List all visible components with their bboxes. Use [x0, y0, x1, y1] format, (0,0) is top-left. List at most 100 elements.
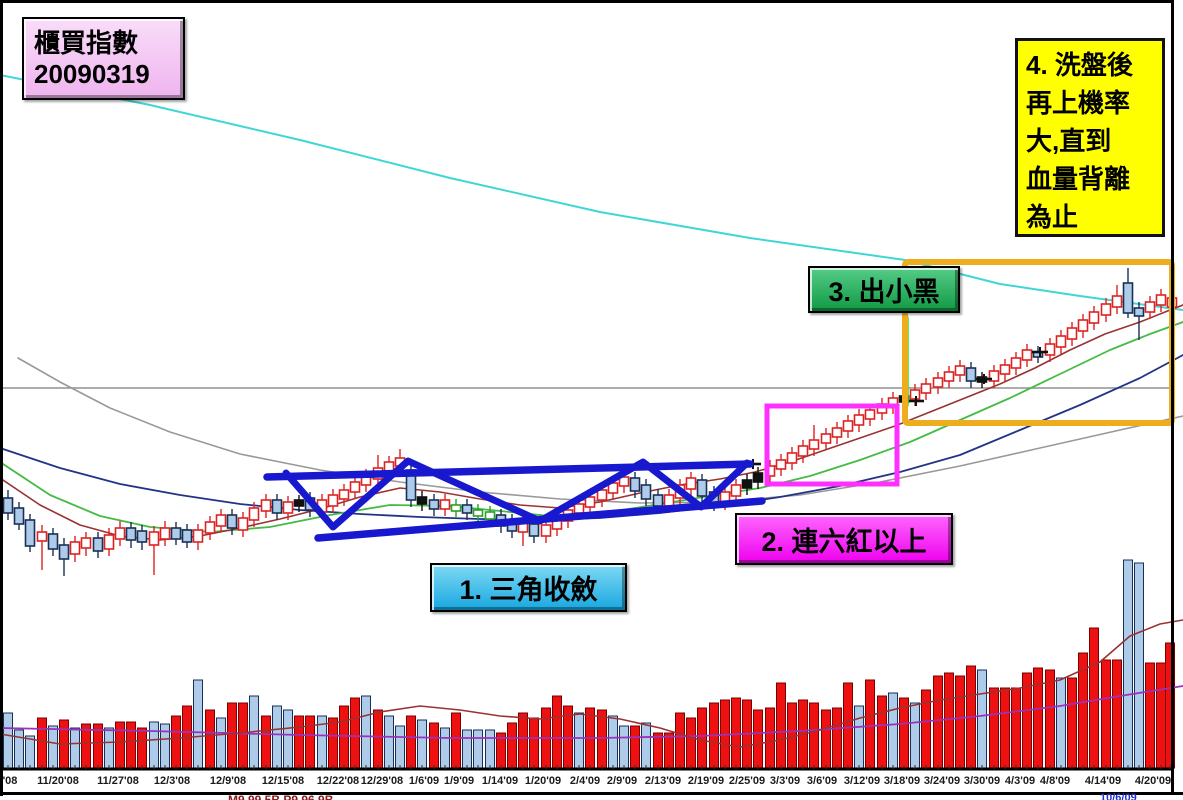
volume-bar: [373, 709, 383, 769]
candle-body: [786, 452, 798, 464]
volume-bar: [977, 669, 987, 769]
candle-body: [730, 484, 742, 497]
volume-bar: [843, 682, 853, 769]
candle-body: [820, 433, 832, 444]
volume-bar: [1145, 662, 1155, 769]
candle-body: [842, 420, 854, 432]
volume-bar: [518, 712, 528, 769]
volume-bar: [955, 675, 965, 769]
magenta-highlight-rect: [764, 403, 900, 487]
candle-body: [260, 499, 272, 512]
volume-bar: [384, 715, 394, 769]
volume-bar: [339, 705, 349, 769]
volume-bar: [641, 722, 651, 769]
volume-ma-lines: [0, 619, 1183, 748]
volume-bar: [205, 709, 215, 769]
volume-bar: [283, 709, 293, 769]
volume-bar: [507, 722, 517, 769]
candle-body: [775, 459, 787, 470]
volume-bar: [765, 707, 775, 769]
volume-bar: [619, 725, 629, 769]
volume-bar: [821, 709, 831, 769]
volume-bar: [485, 729, 495, 769]
volume-bar: [552, 695, 562, 769]
candle-body: [629, 477, 641, 492]
callout-4-line: 再上機率: [1026, 88, 1131, 118]
volume-bar: [1000, 687, 1010, 769]
candle-body: [2, 497, 14, 514]
chart-title-name: 櫃買指數: [34, 27, 139, 58]
volume-bar: [48, 725, 58, 769]
volume-bar: [989, 687, 999, 769]
corner-date-text: 10/6/09: [1100, 792, 1137, 800]
callout-4-line: 4. 洗盤後: [1026, 50, 1133, 80]
volume-bar: [865, 679, 875, 769]
candle-body: [204, 521, 216, 534]
x-axis: [3, 765, 1171, 771]
candle-body: [103, 534, 115, 550]
volume-bar: [877, 695, 887, 769]
candle-body: [663, 494, 675, 507]
candle-body: [932, 377, 944, 388]
volume-bar: [440, 727, 450, 769]
callout-4-line: 為止: [1026, 202, 1079, 232]
candle-body: [528, 523, 540, 537]
candle-body: [282, 501, 294, 514]
candle-body: [1077, 319, 1089, 332]
volume-bar: [429, 722, 439, 769]
volume-bar: [933, 675, 943, 769]
candle-body: [136, 530, 148, 543]
frame-left: [0, 0, 3, 796]
volume-bar: [473, 729, 483, 769]
volume-bar: [115, 721, 125, 769]
callout-3-label: 3. 出小黑: [828, 277, 940, 307]
candle-body: [439, 499, 451, 510]
candle-body: [864, 409, 876, 420]
candle-body: [461, 504, 473, 514]
candle-body: [1044, 343, 1056, 356]
volume-bar: [854, 705, 864, 769]
candle-body: [573, 503, 585, 514]
callout-six-red-candles: 2. 連六紅以上: [735, 513, 953, 565]
candle-body: [584, 496, 596, 508]
candle-body: [248, 507, 260, 521]
candle-body: [47, 533, 59, 550]
candle-body: [13, 507, 25, 525]
candle-body: [58, 544, 70, 560]
volume-bar: [888, 692, 898, 769]
volume-bar: [1112, 659, 1122, 769]
candle-body: [416, 496, 428, 505]
candle-body: [215, 514, 227, 527]
candle-body: [1066, 327, 1078, 340]
volume-bar: [597, 709, 607, 769]
volume-bar: [1101, 659, 1111, 769]
candle-body: [327, 494, 339, 507]
candle-body: [226, 514, 238, 529]
candle-body: [125, 527, 137, 541]
candle-body: [1122, 282, 1134, 314]
volume-bar: [238, 702, 248, 769]
candle-body: [752, 472, 764, 483]
candle-body: [1088, 311, 1100, 324]
candle-body: [237, 517, 249, 531]
candle-body: [1111, 295, 1123, 308]
candle-body: [92, 537, 104, 552]
callout-2-label: 2. 連六紅以上: [761, 526, 927, 557]
volume-bar: [1123, 559, 1133, 769]
candle-body: [540, 524, 552, 537]
candle-body: [170, 527, 182, 540]
volume-bar: [753, 709, 763, 769]
candle-body: [920, 383, 932, 394]
volume-bar: [664, 732, 674, 769]
volume-bar: [1056, 677, 1066, 769]
candles: [2, 268, 1178, 576]
volume-bar: [305, 715, 315, 769]
volume-bar: [675, 712, 685, 769]
volume-stat-text-clipped: M9.99.5B P9.96.9B: [228, 793, 334, 800]
volume-bar: [1067, 677, 1077, 769]
volume-bar: [686, 717, 696, 769]
candle-body: [999, 364, 1011, 375]
volume-bar: [272, 705, 282, 769]
candle-body: [383, 461, 395, 472]
candle-body: [484, 511, 496, 520]
